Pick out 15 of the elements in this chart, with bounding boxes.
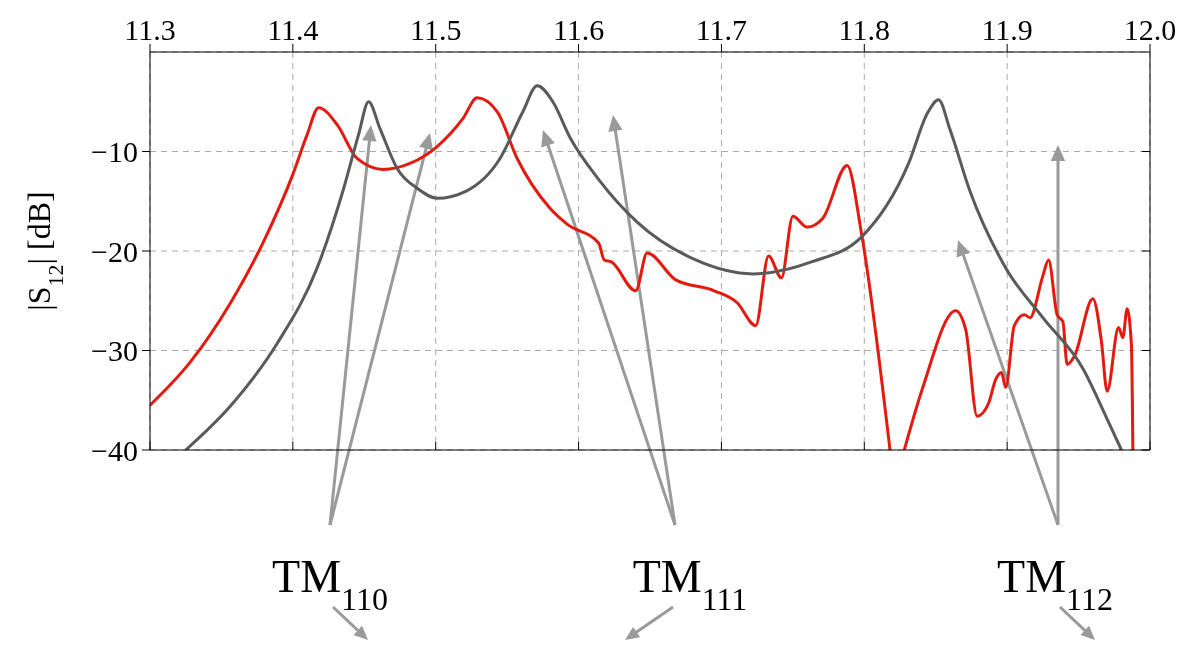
x-tick-label: 11.3	[124, 13, 176, 46]
y-tick-label: −20	[91, 234, 138, 268]
x-tick-label: 11.5	[410, 13, 462, 46]
x-tick-label: 12.0	[1123, 13, 1177, 46]
x-tick-label: 11.7	[695, 13, 748, 46]
text: TM$_{110}$	[272, 551, 388, 617]
x-tick-label: 11.8	[838, 13, 890, 46]
x-tick-label: 11.6	[552, 13, 605, 46]
y-tick-label: −30	[91, 334, 138, 368]
x-tick-label: 11.9	[981, 13, 1033, 46]
y-tick-label: −10	[91, 135, 138, 169]
text: TM$_{111}$	[632, 551, 748, 617]
x-tick-label: 11.4	[267, 13, 319, 46]
y-tick-label: −40	[91, 433, 138, 467]
text: TM$_{112}$	[997, 551, 1113, 617]
